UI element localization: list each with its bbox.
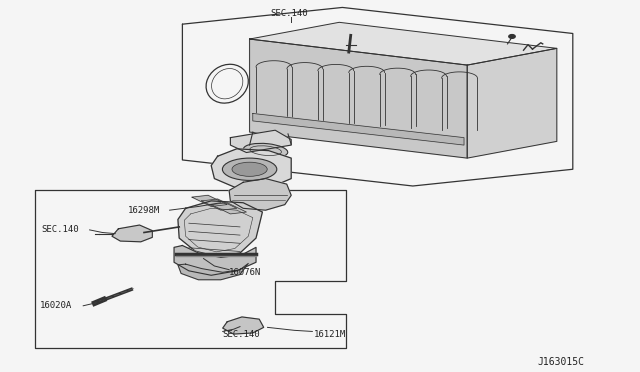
Text: 16121M: 16121M xyxy=(314,330,346,339)
Ellipse shape xyxy=(223,158,277,180)
Text: J163015C: J163015C xyxy=(538,357,584,366)
Polygon shape xyxy=(229,179,291,210)
Text: 16298M: 16298M xyxy=(128,206,160,215)
Text: SEC.140: SEC.140 xyxy=(42,225,79,234)
Polygon shape xyxy=(112,225,152,242)
Polygon shape xyxy=(211,203,246,214)
Polygon shape xyxy=(178,263,248,280)
Polygon shape xyxy=(467,48,557,158)
Polygon shape xyxy=(230,130,291,153)
Polygon shape xyxy=(202,199,237,210)
Text: 16020A: 16020A xyxy=(40,301,72,310)
Polygon shape xyxy=(178,201,262,257)
Polygon shape xyxy=(250,39,467,158)
Polygon shape xyxy=(211,149,291,187)
Ellipse shape xyxy=(243,143,288,158)
Polygon shape xyxy=(253,113,464,145)
Text: SEC.140: SEC.140 xyxy=(270,9,308,18)
Text: SEC.140: SEC.140 xyxy=(223,330,260,339)
Text: 16076N: 16076N xyxy=(229,268,261,277)
Polygon shape xyxy=(223,317,264,334)
Polygon shape xyxy=(192,195,227,206)
Polygon shape xyxy=(250,22,557,65)
Polygon shape xyxy=(174,246,256,275)
Ellipse shape xyxy=(232,162,268,176)
Circle shape xyxy=(509,35,515,38)
